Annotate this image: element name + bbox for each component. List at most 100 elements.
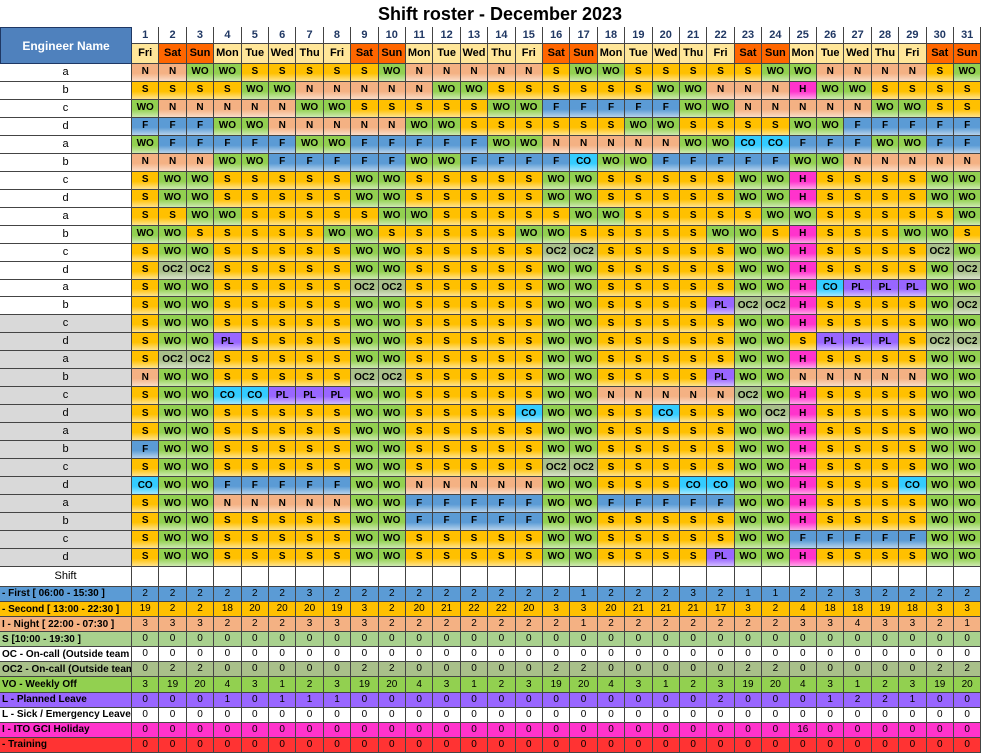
shift-cell: WO [570,441,598,460]
shift-cell: S [515,315,543,334]
day-number: 14 [488,27,516,44]
summary-count: 4 [789,601,817,618]
summary-count: 0 [570,632,598,648]
shift-cell: F [433,513,461,531]
shift-cell: S [652,243,680,262]
day-name: Sun [378,44,406,64]
shift-cell: S [926,99,954,118]
shift-cell: N [488,64,516,82]
shift-cell: S [214,243,242,262]
shift-cell: S [680,225,708,244]
shift-cell: S [515,351,543,370]
engineer-name: d [0,333,132,352]
summary-count: 20 [597,601,626,618]
shift-cell: S [214,459,242,478]
shift-cell: S [460,369,489,388]
summary-count: 0 [488,737,516,753]
shift-cell: S [460,225,489,244]
shift-cell: WO [762,530,790,549]
shift-cell: WO [543,351,571,370]
shift-cell: WO [762,423,790,442]
shift-cell: S [214,405,242,424]
shift-cell: S [351,64,379,82]
engineer-name: d [0,189,132,208]
shift-cell: F [269,477,297,496]
summary-count: 0 [954,632,982,648]
shift-cell: N [296,81,324,100]
shift-cell: S [652,225,680,244]
summary-count: 0 [132,722,160,738]
day-name: Fri [707,44,735,64]
summary-count: 0 [570,722,598,738]
shift-cell: F [323,153,352,172]
summary-header-cell [433,566,461,587]
shift-cell: N [543,135,571,154]
shift-cell: N [926,153,954,172]
day-number: 17 [570,27,598,44]
shift-cell: S [269,530,297,549]
shift-cell: S [132,530,160,549]
shift-cell: F [543,153,571,172]
shift-cell: OC2 [762,405,790,424]
shift-cell: S [954,81,982,100]
shift-cell: S [625,171,653,190]
shift-cell: WO [186,207,215,226]
shift-cell: S [296,333,324,352]
summary-count: 2 [515,586,543,602]
day-name: Thu [296,44,324,64]
shift-cell: S [241,207,269,226]
shift-cell: WO [543,315,571,334]
summary-count: 3 [789,617,817,633]
shift-cell: WO [323,225,352,244]
summary-count: 0 [625,647,653,663]
summary-count: 0 [460,707,489,723]
shift-cell: S [954,225,982,244]
summary-count: 2 [351,586,379,602]
shift-cell: H [789,225,817,244]
summary-count: 19 [543,677,571,693]
shift-cell: OC2 [570,243,598,262]
shift-cell: S [323,530,352,549]
shift-cell: S [378,225,406,244]
shift-cell: WO [734,189,763,208]
shift-cell: N [406,477,434,496]
shift-cell: WO [186,279,215,298]
shift-cell: F [926,117,954,136]
summary-count: 3 [570,601,598,618]
shift-cell: S [680,423,708,442]
engineer-name: d [0,405,132,424]
summary-count: 0 [296,707,324,723]
shift-cell: S [844,387,872,406]
day-number: 22 [707,27,735,44]
shift-cell: WO [680,99,708,118]
summary-count: 3 [132,677,160,693]
engineer-name: c [0,171,132,190]
summary-header-cell [460,566,489,587]
day-number: 29 [899,27,927,44]
engineer-name: c [0,387,132,406]
day-name: Sun [954,44,982,64]
shift-cell: S [871,261,900,280]
day-name: Sun [186,44,215,64]
day-name: Wed [269,44,297,64]
shift-cell: S [707,279,735,298]
summary-count: 21 [652,601,680,618]
shift-cell: N [214,99,242,118]
summary-count: 0 [378,647,406,663]
shift-cell: WO [652,117,680,136]
shift-cell: S [680,530,708,549]
shift-cell: WO [734,171,763,190]
shift-cell: WO [734,513,763,531]
summary-count: 2 [570,662,598,678]
shift-cell: S [543,64,571,82]
shift-cell: S [296,369,324,388]
summary-count: 0 [543,707,571,723]
summary-count: 0 [378,692,406,708]
shift-cell: WO [351,513,379,531]
shift-cell: WO [378,477,406,496]
shift-cell: S [515,81,543,100]
shift-cell: F [378,135,406,154]
summary-count: 3 [241,677,269,693]
shift-cell: WO [186,459,215,478]
shift-cell: WO [762,369,790,388]
